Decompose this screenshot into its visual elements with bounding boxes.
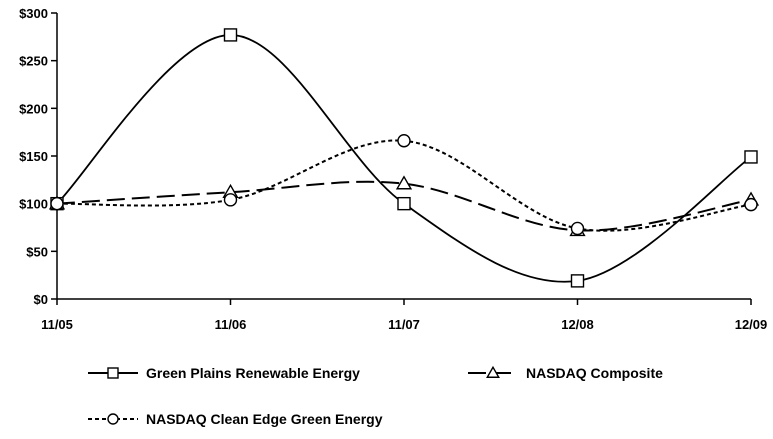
data-point-square [223, 28, 238, 42]
series-layer [48, 28, 760, 288]
legend-label: NASDAQ Composite [526, 365, 663, 381]
y-tick-label: $0 [34, 292, 48, 307]
data-point-circle [744, 197, 758, 212]
data-point-square [570, 274, 585, 288]
data-point-circle [397, 134, 411, 148]
data-point-circle [50, 196, 64, 211]
series-line [56, 34, 752, 283]
legend-marker-square [107, 367, 119, 379]
legend-item: NASDAQ Composite [468, 365, 663, 381]
x-tick-label: 12/09 [735, 317, 768, 332]
y-tick-label: $250 [19, 54, 48, 69]
x-tick-label: 11/07 [388, 317, 420, 332]
y-tick-label: $200 [19, 101, 48, 116]
x-tick-label: 11/05 [41, 317, 73, 332]
data-point-circle [223, 193, 238, 207]
legend-marker-circle [107, 413, 119, 425]
y-tick-label: $150 [19, 149, 48, 164]
legend-label: NASDAQ Clean Edge Green Energy [146, 411, 383, 427]
x-tick-label: 12/08 [561, 317, 594, 332]
series-circle [50, 134, 758, 236]
legend-label: Green Plains Renewable Energy [146, 365, 360, 381]
x-axis: 11/05 11/06 11/07 12/08 12/09 [41, 298, 768, 332]
series-square [50, 28, 758, 288]
y-axis: $0 $50 $100 $150 $200 $250 $300 [19, 6, 58, 307]
legend-marker-triangle [486, 365, 500, 378]
y-tick-label: $100 [19, 197, 48, 212]
data-point-circle [570, 221, 585, 236]
x-tick-label: 11/06 [215, 317, 247, 332]
data-point-square [744, 150, 758, 164]
y-tick-label: $300 [19, 6, 48, 21]
data-point-triangle [395, 175, 413, 190]
data-point-square [397, 196, 411, 211]
y-tick-label: $50 [26, 244, 48, 259]
series-line [56, 180, 752, 232]
legend: Green Plains Renewable Energy NASDAQ Comp… [88, 365, 663, 427]
legend-item: NASDAQ Clean Edge Green Energy [88, 411, 383, 427]
legend-item: Green Plains Renewable Energy [88, 365, 360, 381]
